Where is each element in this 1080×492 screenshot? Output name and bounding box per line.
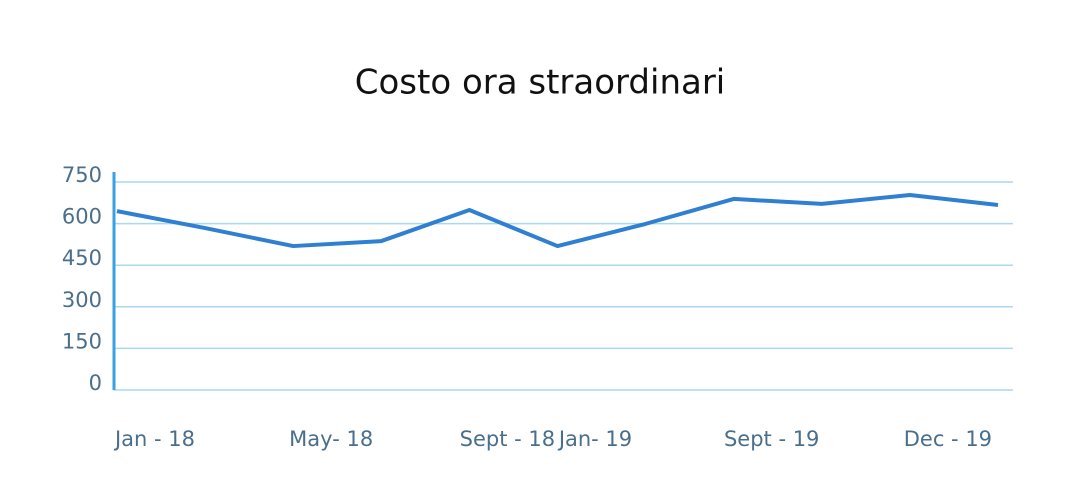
x-tick-label: Jan- 19 [557, 427, 632, 451]
y-tick-label: 300 [62, 288, 102, 312]
line [116, 193, 999, 249]
chart-title: Costo ora straordinari [355, 63, 726, 103]
y-tick-label: 750 [62, 163, 102, 187]
x-tick-label: May- 18 [289, 427, 373, 451]
y-tick-label: 450 [62, 246, 102, 270]
x-tick-label: Sept - 18 [460, 427, 555, 451]
x-tick-label: Dec - 19 [904, 427, 992, 451]
y-tick-label: 0 [89, 371, 102, 395]
y-tick-label: 150 [62, 329, 102, 353]
y-tick-label: 600 [62, 205, 102, 229]
x-tick-label: Jan - 18 [113, 427, 195, 451]
x-tick-label: Sept - 19 [724, 427, 819, 451]
